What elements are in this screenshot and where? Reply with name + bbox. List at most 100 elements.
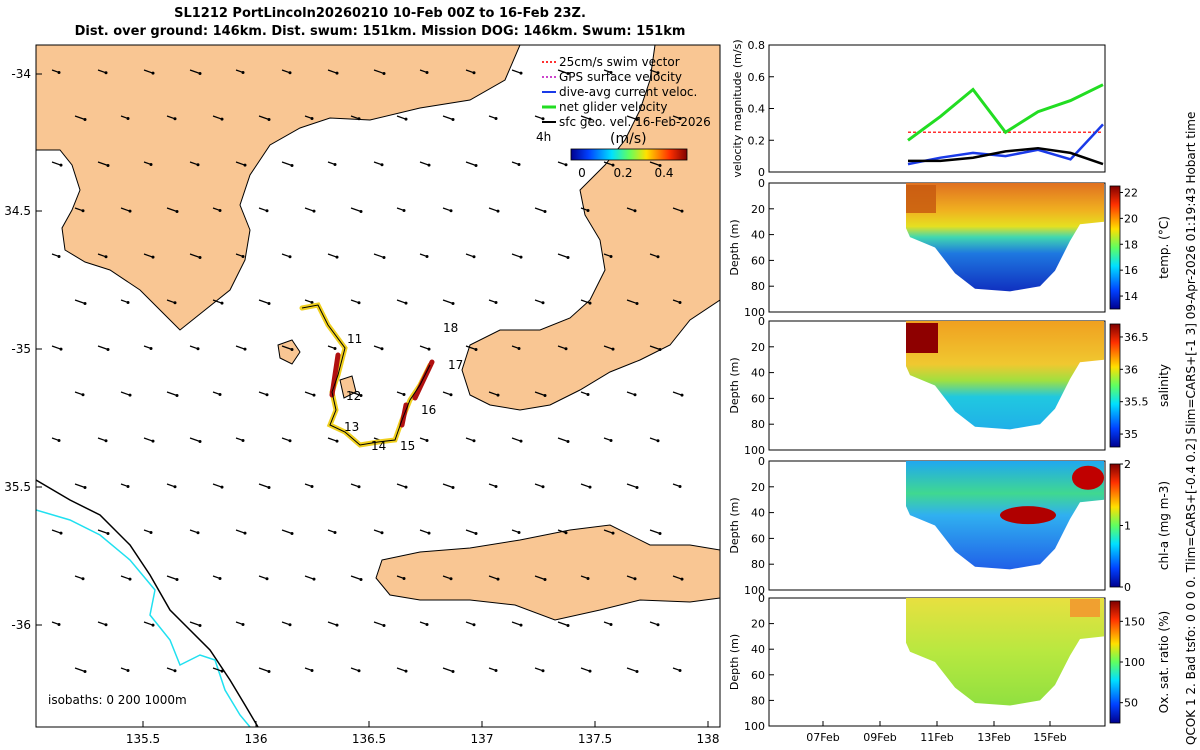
current-arrow-head xyxy=(451,118,455,121)
current-arrow-head xyxy=(151,623,155,627)
current-arrow-head xyxy=(241,622,245,626)
depth-ylabel: Depth (m) xyxy=(728,634,741,690)
current-arrow-head xyxy=(312,577,316,581)
temperature-panel: 0 20 40 60 80 100 Depth (m) 14 16 18 20 22 temp. (°C… xyxy=(728,177,1171,319)
current-arrow-head xyxy=(288,71,292,75)
current-arrow xyxy=(143,253,154,258)
depth-tick-label: 0 xyxy=(758,315,765,328)
colorbar-tick-label: 22 xyxy=(1124,186,1138,199)
current-arrow-head xyxy=(678,116,682,120)
current-arrow-head xyxy=(425,622,429,626)
map-frame xyxy=(35,44,721,728)
current-arrow xyxy=(212,299,223,304)
depth-tick-label: 20 xyxy=(751,203,765,216)
current-arrow-head xyxy=(519,255,523,259)
current-arrow xyxy=(51,345,62,350)
oxygen-high-patch xyxy=(1070,599,1100,617)
current-arrow xyxy=(488,391,499,396)
velocity-series-line xyxy=(907,83,1104,142)
colorbar-tick-label: 36.5 xyxy=(1124,331,1149,344)
glider-track xyxy=(301,304,431,446)
current-arrow-head xyxy=(265,209,269,213)
current-arrow-head xyxy=(680,209,684,213)
depth-ylabel: Depth (m) xyxy=(728,219,741,275)
salinity-section xyxy=(906,321,1104,430)
colorbar-tick-label: 16 xyxy=(1124,264,1138,277)
current-arrow xyxy=(258,667,270,673)
depth-tick-label: 80 xyxy=(751,280,765,293)
current-arrow-head xyxy=(357,669,361,673)
current-arrow xyxy=(97,161,109,167)
current-arrow xyxy=(327,621,338,626)
current-arrow-head xyxy=(106,164,110,167)
current-arrow xyxy=(511,437,522,442)
current-arrow-head xyxy=(220,117,224,121)
current-arrow xyxy=(557,621,569,627)
current-arrow-head xyxy=(588,669,592,673)
current-arrow-head xyxy=(496,209,500,213)
legend-net-glider: net glider velocity xyxy=(559,100,667,114)
current-arrow-head xyxy=(543,578,547,581)
current-arrow-head xyxy=(472,255,476,259)
temperature-colorbar-label: temp. (°C) xyxy=(1157,216,1171,279)
current-vector-field xyxy=(51,69,684,673)
velocity-ylabel: velocity magnitude (m/s) xyxy=(731,39,744,177)
current-arrow xyxy=(281,345,293,351)
colorbar-tick-0: 0 xyxy=(578,166,586,180)
day-label: 14 xyxy=(371,439,386,453)
current-arrow xyxy=(189,69,201,75)
current-arrow xyxy=(396,115,407,120)
current-arrow-head xyxy=(241,254,245,258)
current-arrow-head xyxy=(449,577,453,581)
chlorophyll-panel: 0 20 40 60 80 100 Depth (m) 0 1 2 chl-a (mg m-3) xyxy=(728,455,1171,597)
current-arrow-head xyxy=(81,393,85,397)
current-arrow-head xyxy=(220,485,224,489)
current-arrow-head xyxy=(451,670,455,673)
map-ytick-label: -34 xyxy=(11,67,31,81)
current-arrow xyxy=(166,391,178,397)
current-arrow xyxy=(626,483,638,489)
colorbar-tick-label: 35 xyxy=(1124,428,1138,441)
current-arrow-head xyxy=(288,255,292,259)
current-arrow xyxy=(603,161,614,166)
current-arrow-head xyxy=(128,209,132,213)
current-arrow-head xyxy=(196,163,200,167)
current-arrow xyxy=(557,437,569,443)
current-arrow-head xyxy=(265,577,269,581)
current-arrow xyxy=(235,529,246,534)
current-arrow-head xyxy=(81,577,85,581)
current-arrow-head xyxy=(566,440,570,443)
current-arrow-head xyxy=(310,668,314,672)
velocity-frame xyxy=(768,44,1106,173)
current-arrow-head xyxy=(541,117,545,121)
current-arrow xyxy=(557,253,569,259)
oxygen-section xyxy=(906,598,1104,706)
salinity-colorbar xyxy=(1109,323,1121,448)
current-arrow xyxy=(189,437,201,443)
current-arrow xyxy=(212,667,223,672)
current-arrow-head xyxy=(175,394,179,397)
current-arrow-head xyxy=(519,623,523,627)
current-arrow-head xyxy=(333,530,337,534)
current-arrow xyxy=(580,115,591,120)
current-arrow-head xyxy=(175,210,179,213)
current-arrow-head xyxy=(635,670,639,673)
map-xtick-label: 137 xyxy=(471,732,494,746)
current-arrow-head xyxy=(59,163,63,167)
current-arrow xyxy=(350,207,362,213)
current-arrow-head xyxy=(126,300,130,304)
legend-4h: 4h xyxy=(536,130,551,144)
current-arrow xyxy=(649,345,661,351)
current-arrow xyxy=(74,299,86,305)
current-arrow-head xyxy=(586,392,590,396)
current-arrow-head xyxy=(588,301,592,305)
current-arrow-head xyxy=(635,302,639,305)
map-xtick-label: 138 xyxy=(697,732,720,746)
current-arrow-head xyxy=(359,210,363,213)
current-arrow-head xyxy=(404,669,408,673)
map-xtick-label: 136 xyxy=(245,732,268,746)
depth-tick-label: 80 xyxy=(751,418,765,431)
depth-ylabel: Depth (m) xyxy=(728,357,741,413)
current-arrow xyxy=(304,575,315,580)
